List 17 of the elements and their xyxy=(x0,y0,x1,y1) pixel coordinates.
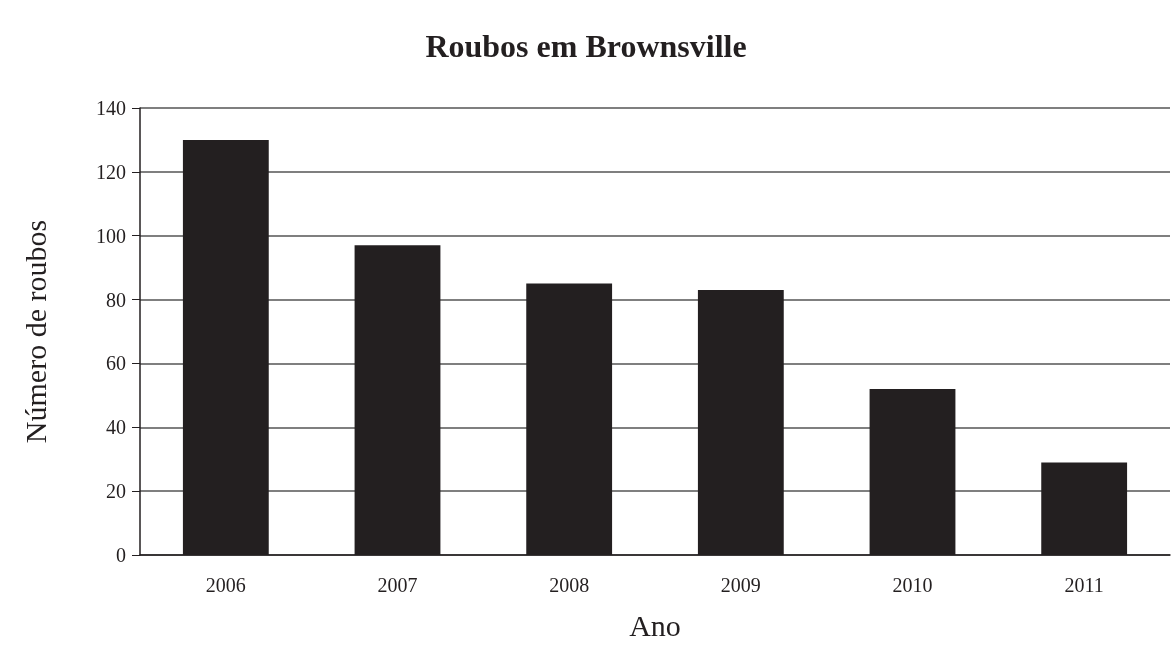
x-tick-label: 2011 xyxy=(1064,574,1104,596)
y-tick-label: 80 xyxy=(106,288,126,311)
x-tick-label: 2009 xyxy=(720,574,761,596)
x-tick-label: 2008 xyxy=(549,574,590,596)
y-tick-label: 60 xyxy=(106,352,126,375)
y-tick-label: 40 xyxy=(106,416,126,439)
y-tick-label: 140 xyxy=(96,97,126,119)
x-axis-title: Ano xyxy=(629,608,681,642)
y-axis-title: Número de roubos xyxy=(18,219,52,444)
y-tick-label: 20 xyxy=(106,480,126,503)
x-tick-label: 2010 xyxy=(892,574,933,596)
x-tick-label: 2006 xyxy=(205,574,246,596)
x-tick-label: 2007 xyxy=(377,574,418,596)
chart-title: Roubos em Brownsville xyxy=(425,28,747,64)
y-tick-label: 0 xyxy=(116,544,126,566)
y-tick-label: 100 xyxy=(96,224,126,247)
y-tick-label: 120 xyxy=(96,160,126,183)
